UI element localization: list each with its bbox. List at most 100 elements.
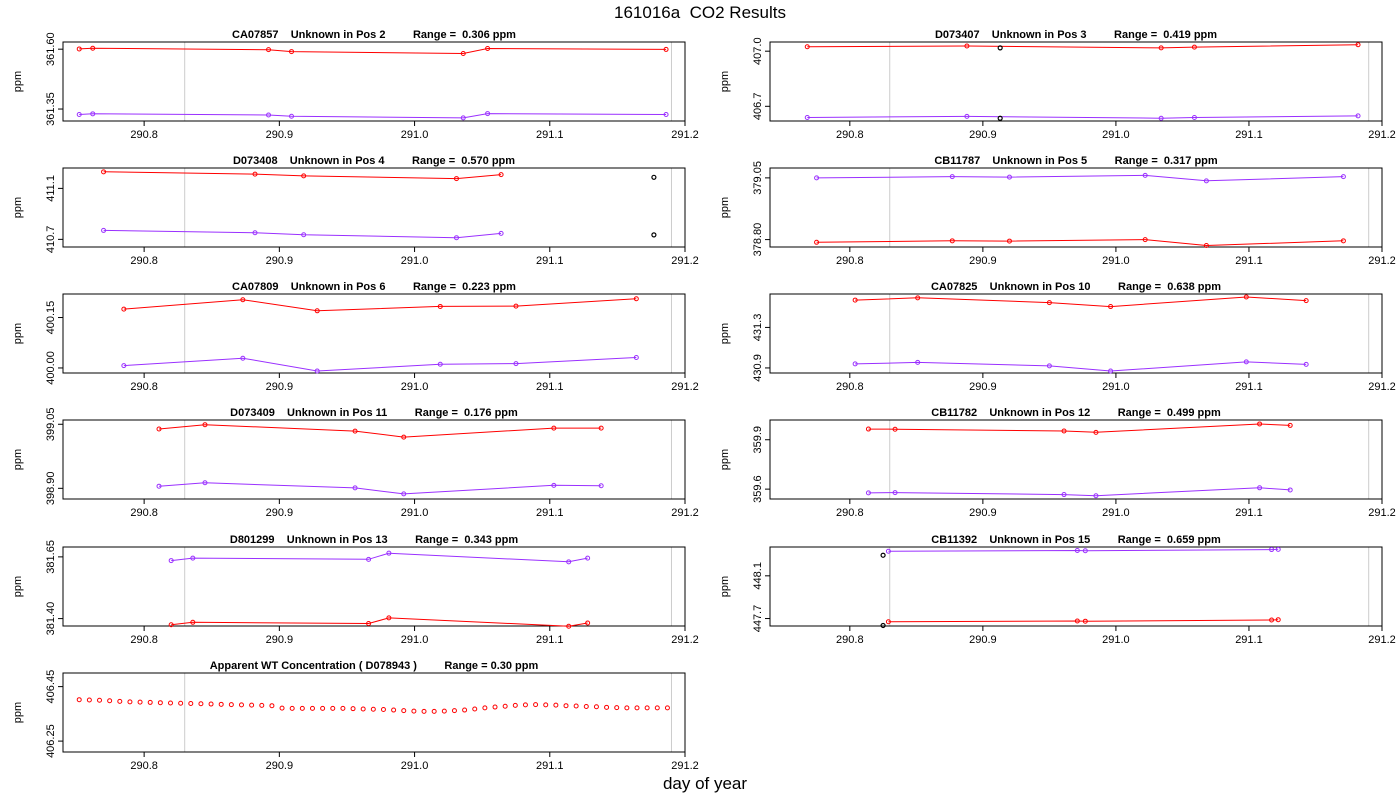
data-point [198,701,204,707]
series-line-low [171,617,588,627]
y-axis-label: ppm [12,323,24,344]
data-point [1269,547,1275,553]
data-point [1355,42,1361,48]
y-axis-label: ppm [719,576,731,597]
x-tick-label: 291.2 [671,255,699,267]
y-axis-label: ppm [12,449,24,470]
data-point [1082,548,1088,554]
data-point [566,623,572,629]
data-point [156,426,162,432]
x-tick-label: 290.8 [130,129,158,141]
y-tick-label: 381.40 [45,602,57,636]
x-tick-label: 291.1 [536,381,564,393]
x-tick-label: 291.1 [536,634,564,646]
y-tick-label: 381.65 [45,540,57,574]
y-tick-label: 411.1 [45,175,57,202]
data-point [386,615,392,621]
data-point [340,705,346,711]
data-point [202,480,208,486]
data-point [208,701,214,707]
data-point [663,46,669,52]
outlier-point [880,552,886,558]
data-point [289,49,295,55]
data-point [498,230,504,236]
data-point [279,705,285,711]
data-point [1203,178,1209,184]
data-point [663,112,669,118]
y-axis-label: ppm [719,197,731,218]
data-point [252,171,258,177]
chart-title: D073407 Unknown in Pos 3 Range = 0.419 p… [935,29,1217,41]
outlier-point [880,622,886,629]
data-point [1158,45,1164,51]
data-point [437,361,443,367]
chart-panel-10: CB11392 Unknown in Pos 15 Range = 0.659 … [719,534,1396,646]
outlier-point [997,45,1003,51]
y-axis-label: ppm [12,702,24,723]
y-tick-label: 407.0 [752,37,764,65]
data-point [137,699,143,705]
y-tick-label: 410.7 [45,226,57,254]
plot-frame [62,41,686,122]
data-point [401,708,407,714]
data-point [1142,237,1148,243]
data-point [634,705,640,711]
data-point [492,704,498,710]
data-point [563,703,569,709]
data-point [228,702,234,708]
data-point [269,703,275,709]
chart-panel-6: CA07825 Unknown in Pos 10 Range = 0.638 … [719,281,1396,393]
data-point [1061,428,1067,434]
x-tick-label: 291.1 [1235,634,1263,646]
y-tick-label: 379.05 [752,161,764,195]
data-point [1093,429,1099,435]
plot-frame [769,546,1383,627]
series-line-high [171,552,588,563]
plot-frame [62,546,686,627]
data-point [309,705,315,711]
data-point [814,175,820,181]
data-point [1257,485,1263,491]
x-tick-label: 291.0 [1102,634,1130,646]
x-tick-label: 290.8 [130,381,158,393]
x-tick-label: 290.8 [130,760,158,772]
data-point [366,556,372,562]
data-point [76,112,82,118]
chart-title: CB11787 Unknown in Pos 5 Range = 0.317 p… [934,155,1218,167]
series-line-high [807,44,1359,49]
series-line-low [807,115,1359,119]
chart-title: CB11782 Unknown in Pos 12 Range = 0.499 … [931,407,1221,419]
chart-title: CA07809 Unknown in Pos 6 Range = 0.223 p… [232,281,516,293]
x-tick-label: 290.9 [969,507,997,519]
data-point [1074,548,1080,554]
data-point [513,303,519,309]
data-point [1340,238,1346,244]
data-point [289,705,295,711]
y-tick-label: 361.35 [45,92,57,126]
data-point [86,697,92,703]
chart-panel-11: Apparent WT Concentration ( D078943 ) Ra… [12,660,699,772]
data-point [386,550,392,556]
data-point [240,297,246,303]
plot-frame [62,293,686,374]
data-point [76,697,82,703]
x-tick-label: 290.8 [130,507,158,519]
series-line-high [816,174,1344,182]
x-tick-label: 291.0 [401,381,429,393]
y-tick-label: 406.45 [45,670,57,704]
data-point [431,708,437,714]
data-point [320,705,326,711]
plot-frame [62,672,686,753]
data-point [380,707,386,713]
data-point [654,705,660,711]
series-line-high [855,296,1307,308]
data-point [190,555,196,561]
outlier-point [651,174,657,180]
chart-panel-8: CB11782 Unknown in Pos 12 Range = 0.499 … [719,407,1396,519]
data-point [1303,298,1309,304]
data-point [1243,294,1249,300]
data-point [633,296,639,302]
chart-panel-5: CA07809 Unknown in Pos 6 Range = 0.223 p… [12,281,699,393]
series-line-low [868,487,1291,497]
series-line-low [123,357,637,372]
